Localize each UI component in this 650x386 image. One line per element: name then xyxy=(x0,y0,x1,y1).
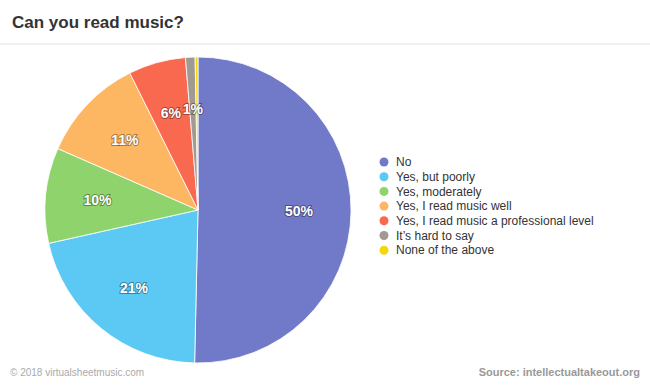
annotation: Source: intellectualtakeout.org xyxy=(479,366,640,378)
legend-item: No xyxy=(380,155,412,169)
data-label: 6% xyxy=(161,105,182,121)
data-label: 10% xyxy=(83,192,112,208)
legend-label: It’s hard to say xyxy=(396,229,474,243)
data-label: 1% xyxy=(183,101,204,117)
legend-marker xyxy=(380,231,389,240)
legend-label: No xyxy=(396,155,412,169)
data-label: 11% xyxy=(111,132,139,148)
legend-item: None of the above xyxy=(380,243,495,257)
legend-label: Yes, I read music a professional level xyxy=(396,214,594,228)
legend-marker xyxy=(380,246,389,255)
data-label: 21% xyxy=(120,280,149,296)
legend: NoYes, but poorlyYes, moderatelyYes, I r… xyxy=(380,155,594,257)
legend-item: Yes, moderately xyxy=(380,185,482,199)
legend-item: Yes, but poorly xyxy=(380,170,475,184)
pie-slice xyxy=(195,57,351,363)
title: Can you read music? xyxy=(12,13,184,32)
legend-marker xyxy=(380,158,389,167)
legend-marker xyxy=(380,216,389,225)
legend-label: None of the above xyxy=(396,243,494,257)
legend-marker xyxy=(380,172,389,181)
annotation: © 2018 virtualsheetmusic.com xyxy=(10,367,144,378)
chart: Can you read music?50%21%10%11%6%1%NoYes… xyxy=(0,0,650,386)
pie-slice xyxy=(185,57,198,210)
background xyxy=(0,0,650,386)
data-labels: 50% 21% 10% 11% 6%1% xyxy=(83,101,313,296)
legend-label: Yes, I read music well xyxy=(396,199,512,213)
legend-marker xyxy=(380,187,389,196)
data-label: 50% xyxy=(285,203,314,219)
title-rule xyxy=(0,44,650,45)
legend-item: It’s hard to say xyxy=(380,229,474,243)
legend-label: Yes, moderately xyxy=(396,185,482,199)
pie-slice xyxy=(195,57,198,210)
legend-item: Yes, I read music a professional level xyxy=(380,214,594,228)
legend-marker xyxy=(380,202,389,211)
pie xyxy=(45,57,351,363)
legend-label: Yes, but poorly xyxy=(396,170,475,184)
legend-item: Yes, I read music well xyxy=(380,199,512,213)
pie-slice xyxy=(130,58,198,210)
